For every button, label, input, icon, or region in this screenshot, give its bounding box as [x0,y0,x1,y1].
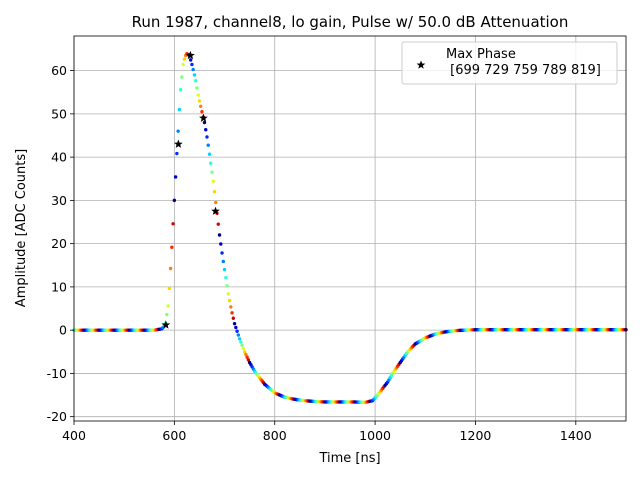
waveform-point [200,110,204,114]
waveform-point [182,57,187,61]
waveform-point [226,292,231,296]
max-phase-marker [174,139,183,148]
waveform-point [176,129,180,133]
waveform-point [227,298,232,303]
x-tick-label: 1200 [460,428,492,443]
x-tick-label: 800 [263,428,287,443]
x-tick-label: 1400 [560,428,592,443]
waveform-point [195,86,199,90]
y-tick-label: 0 [59,323,67,338]
waveform-point [244,352,248,357]
waveform-point [211,179,215,183]
y-axis: -20 -10 0 10 20 30 40 50 60 [47,63,74,424]
waveform-point [216,222,220,226]
y-tick-label: 50 [51,106,67,121]
waveform-point [240,343,244,347]
waveform-point [177,107,182,112]
waveform-point [191,67,195,72]
waveform-point [237,337,242,341]
waveform-point [210,170,214,174]
waveform-point [230,311,234,315]
waveform-point [221,259,225,264]
legend-label-line2: [699 729 759 789 819] [446,63,601,78]
waveform-point [212,190,217,194]
max-phase-marker [211,206,220,215]
x-axis-label: Time [ns] [318,451,380,466]
waveform-point [166,304,170,308]
waveform-point [197,99,202,103]
waveform-point [241,346,246,351]
waveform-point [225,284,229,288]
waveform-point [202,120,207,125]
waveform-point [242,350,247,354]
waveform-point [234,325,238,330]
waveform-point [224,276,228,280]
max-phase-marker [199,113,208,122]
legend-star-icon [416,60,426,69]
grid [73,36,626,421]
max-phase-marker [161,320,171,329]
waveform-point [205,135,209,139]
max-phase-marker [186,50,195,60]
waveform-point [173,175,178,179]
waveform-point [180,75,184,79]
waveform-point [246,358,251,362]
waveform-point [214,200,218,205]
waveform-point [181,62,185,67]
x-axis: 400 600 800 1000 1200 1400 [62,421,592,443]
waveform-point [193,79,198,83]
x-tick-label: 1000 [359,428,391,443]
legend-box [401,41,618,85]
waveform-point [222,267,227,272]
waveform-point [236,333,241,337]
waveform-point [190,62,194,67]
waveform-point [192,73,197,77]
waveform-point [178,88,183,92]
waveform-point [239,340,243,344]
waveform-point [232,321,237,326]
waveform-point [196,93,200,97]
waveform-point [245,355,249,359]
legend-label-line1: Max Phase [446,47,516,62]
x-tick-label: 400 [62,428,86,443]
waveform-point [199,104,203,108]
waveform-point [172,198,177,203]
waveform-point [209,161,213,165]
y-tick-label: -20 [47,409,67,424]
waveform-point [219,242,223,246]
y-tick-label: 40 [51,150,67,165]
waveform-point [175,151,179,156]
waveform-series [72,51,628,405]
waveform-point [207,152,212,156]
y-tick-label: 20 [51,236,67,251]
y-axis-label: Amplitude [ADC Counts] [14,149,29,307]
waveform-point [235,329,239,333]
waveform-point [188,58,193,62]
plot-frame [73,35,627,422]
x-tick-label: 600 [162,428,186,443]
waveform-point [168,266,173,271]
waveform-point [204,128,208,132]
y-tick-label: 30 [51,193,67,208]
waveform-point [170,245,174,249]
waveform-point [220,251,224,255]
waveform-point [167,286,172,291]
y-tick-label: 10 [51,279,67,294]
max-phase-markers [161,50,220,329]
waveform-point [165,312,169,317]
waveform-point [229,305,233,309]
y-tick-label: -10 [47,366,67,381]
waveform-point [171,222,175,226]
chart-title: Run 1987, channel8, lo gain, Pulse w/ 50… [132,13,569,31]
waveform-point [206,143,210,147]
waveform-point [231,316,236,320]
legend: Max Phase [699 729 759 789 819] [401,41,618,85]
y-tick-label: 60 [51,63,67,78]
waveform-point [217,233,222,237]
